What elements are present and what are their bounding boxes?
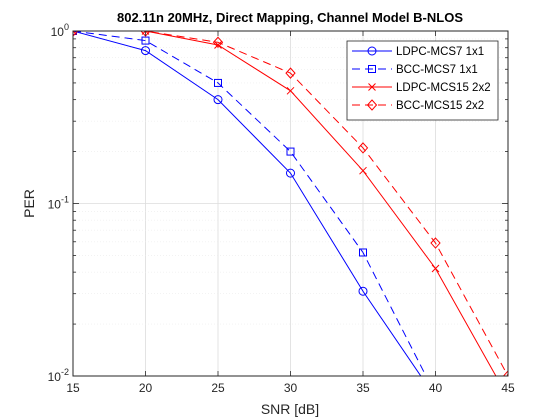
- series-2: [73, 31, 427, 376]
- x-tick-label: 40: [429, 381, 443, 395]
- series-1: [73, 31, 422, 376]
- legend-label: LDPC-MCS15 2x2: [396, 82, 491, 94]
- data-point: [431, 264, 440, 273]
- y-tick-label: 10-2: [48, 367, 69, 384]
- x-tick-label: 30: [284, 381, 298, 395]
- legend: LDPC-MCS7 1x1 BCC-MCS7 1x1 LDPC-MCS15 2x2 B…: [346, 40, 499, 121]
- x-tick-label: 45: [501, 381, 515, 395]
- y-axis-label: PER: [21, 189, 37, 218]
- y-tick-label: 100: [51, 22, 69, 39]
- data-point: [359, 166, 367, 175]
- data-point: [358, 286, 368, 296]
- legend-box: [346, 40, 499, 121]
- x-tick-label: 20: [139, 381, 153, 395]
- data-point: [214, 78, 222, 87]
- data-point: [213, 95, 223, 105]
- legend-marker: [366, 99, 378, 111]
- data-point: [141, 36, 150, 45]
- data-point: [286, 168, 295, 178]
- data-point: [286, 86, 295, 95]
- x-tick-label: 15: [66, 381, 80, 395]
- legend-label: BCC-MCS7 1x1: [396, 64, 478, 76]
- axis-ticks: 15 20 25 30 35 40 45 10-2 10-1 100: [48, 22, 515, 395]
- data-point: [430, 237, 441, 249]
- data-point: [212, 36, 224, 49]
- series-line: [73, 31, 422, 376]
- legend-marker: [367, 46, 377, 56]
- data-point: [214, 41, 222, 49]
- chart-title: 802.11n 20MHz, Direct Mapping, Channel M…: [117, 10, 463, 25]
- series-line: [73, 31, 508, 376]
- data-point: [357, 142, 369, 154]
- y-tick-label: 10-1: [48, 195, 69, 212]
- legend-label: BCC-MCS15 2x2: [396, 100, 484, 112]
- data-point: [359, 248, 367, 257]
- legend-marker: [368, 83, 376, 91]
- x-axis-label: SNR [dB]: [261, 401, 319, 417]
- data-point: [286, 147, 295, 156]
- legend-marker: [368, 65, 376, 73]
- series-line: [73, 31, 427, 376]
- x-tick-label: 25: [211, 381, 225, 395]
- data-point: [285, 67, 296, 79]
- data-point: [502, 370, 508, 376]
- legend-label: LDPC-MCS7 1x1: [396, 46, 484, 58]
- data-point: [141, 46, 150, 56]
- x-tick-label: 35: [356, 381, 370, 395]
